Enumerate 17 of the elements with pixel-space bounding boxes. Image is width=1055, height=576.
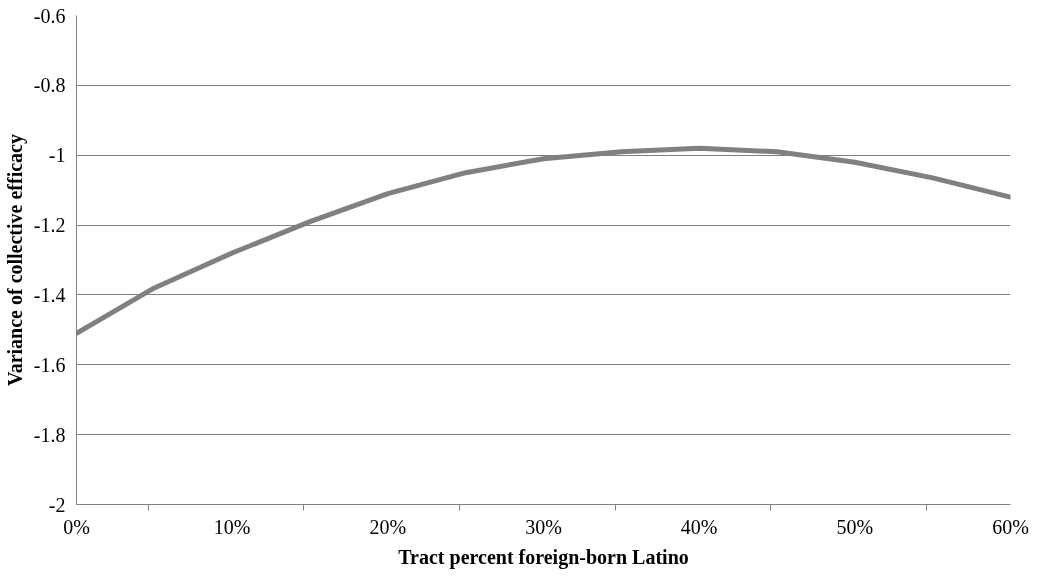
y-tick-label: -1 <box>48 144 66 167</box>
x-tick-label: 20% <box>369 515 407 538</box>
y-tick-label: -2 <box>48 493 66 516</box>
y-axis-title: Variance of collective efficacy <box>3 134 27 386</box>
x-axis-title: Tract percent foreign-born Latino <box>398 545 689 569</box>
x-tick-label: 60% <box>992 515 1029 538</box>
x-tick-label: 50% <box>836 515 874 538</box>
y-tick-label: -0.6 <box>33 4 66 27</box>
x-tick-label: 30% <box>525 515 562 538</box>
x-tick-label: 40% <box>680 515 718 538</box>
y-tick-label: -1.4 <box>33 283 66 306</box>
y-tick-label: -1.2 <box>33 214 66 237</box>
x-tick-label: 0% <box>63 515 90 538</box>
y-tick-label: -0.8 <box>33 74 66 97</box>
y-tick-label: -1.6 <box>33 353 66 376</box>
y-tick-label: -1.8 <box>33 423 66 446</box>
x-tick-label: 10% <box>213 515 251 538</box>
